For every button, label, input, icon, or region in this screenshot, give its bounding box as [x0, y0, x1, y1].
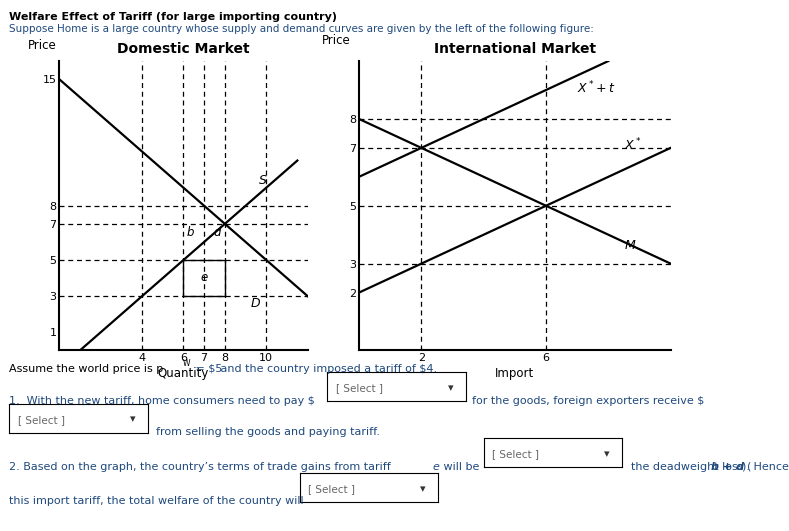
Text: ▾: ▾: [420, 484, 425, 494]
Text: 1.  With the new tariff, home consumers need to pay $: 1. With the new tariff, home consumers n…: [9, 396, 316, 406]
Title: International Market: International Market: [434, 42, 596, 56]
Text: $X^*$: $X^*$: [624, 137, 641, 154]
Text: $D$: $D$: [249, 297, 260, 310]
Text: [ Select ]: [ Select ]: [308, 484, 355, 494]
Text: b + d: b + d: [711, 462, 744, 472]
Text: and the country imposed a tariff of $4.: and the country imposed a tariff of $4.: [217, 364, 437, 374]
Text: Price: Price: [28, 39, 57, 52]
Text: Assume the world price is p: Assume the world price is p: [9, 364, 164, 374]
Text: $S$: $S$: [258, 174, 267, 187]
Text: [ Select ]: [ Select ]: [492, 449, 539, 459]
Text: $M$: $M$: [624, 239, 637, 252]
Text: W: W: [183, 359, 191, 369]
Text: the deadweight loss (: the deadweight loss (: [631, 462, 752, 472]
Text: $X^*\!+t$: $X^*\!+t$: [578, 79, 616, 96]
X-axis label: Quantity: Quantity: [158, 367, 209, 380]
Text: [ Select ]: [ Select ]: [17, 415, 65, 425]
Text: will be: will be: [440, 462, 480, 472]
Text: e: e: [432, 462, 439, 472]
Text: ). Hence, with: ). Hence, with: [742, 462, 789, 472]
Text: Welfare Effect of Tariff (for large importing country): Welfare Effect of Tariff (for large impo…: [9, 12, 338, 22]
Text: $d$: $d$: [214, 225, 223, 238]
Text: from selling the goods and paying tariff.: from selling the goods and paying tariff…: [156, 427, 380, 438]
Text: ▾: ▾: [604, 449, 609, 459]
Text: 2. Based on the graph, the country’s terms of trade gains from tariff: 2. Based on the graph, the country’s ter…: [9, 462, 394, 472]
X-axis label: Import: Import: [495, 367, 534, 380]
Text: [ Select ]: [ Select ]: [335, 383, 383, 393]
Text: for the goods, foreign exporters receive $: for the goods, foreign exporters receive…: [472, 396, 704, 406]
Bar: [183, 260, 225, 296]
Text: this import tariff, the total welfare of the country will: this import tariff, the total welfare of…: [9, 496, 304, 507]
Text: ▾: ▾: [129, 415, 135, 425]
Text: $b$: $b$: [185, 225, 194, 238]
Text: Price: Price: [322, 33, 350, 47]
Text: $e$: $e$: [200, 271, 209, 284]
Title: Domestic Market: Domestic Market: [117, 42, 250, 56]
Text: ▾: ▾: [447, 383, 453, 393]
Text: Suppose Home is a large country whose supply and demand curves are given by the : Suppose Home is a large country whose su…: [9, 24, 594, 34]
Text: = $5: = $5: [192, 364, 222, 374]
